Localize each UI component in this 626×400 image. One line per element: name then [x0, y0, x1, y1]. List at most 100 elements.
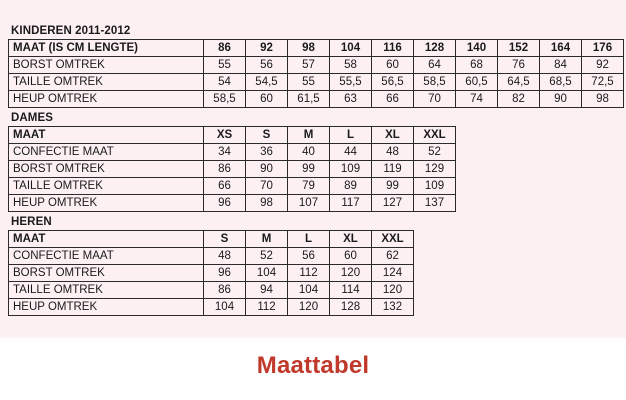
page-title: Maattabel	[256, 352, 370, 379]
table-row: HEUP OMTREK 104 112 120 128 132	[8, 298, 414, 316]
table-cell: 90	[539, 90, 582, 108]
column-header-kinderen: 140	[455, 39, 498, 57]
table-cell: 36	[245, 143, 288, 161]
column-header-dames: XS	[203, 126, 246, 144]
table-cell: 119	[371, 160, 414, 178]
table-row: CONFECTIE MAAT 34 36 40 44 48 52	[8, 143, 456, 161]
table-cell: 34	[203, 143, 246, 161]
table-cell: 55	[287, 73, 330, 91]
table-cell: 60,5	[455, 73, 498, 91]
table-row: TAILLE OMTREK 66 70 79 89 99 109	[8, 177, 456, 195]
table-cell: 86	[203, 281, 246, 299]
table-row: BORST OMTREK 86 90 99 109 119 129	[8, 160, 456, 178]
row-label-dames: TAILLE OMTREK	[8, 177, 204, 195]
table-cell: 104	[287, 281, 330, 299]
table-cell: 127	[371, 194, 414, 212]
table-row: BORST OMTREK 96 104 112 120 124	[8, 264, 414, 282]
table-cell: 128	[329, 298, 372, 316]
table-cell: 60	[245, 90, 288, 108]
section-title-heren: HEREN	[11, 216, 52, 228]
table-cell: 117	[329, 194, 372, 212]
table-cell: 58	[329, 56, 372, 74]
column-header-kinderen: 116	[371, 39, 414, 57]
table-cell: 66	[371, 90, 414, 108]
table-cell: 107	[287, 194, 330, 212]
table-cell: 104	[245, 264, 288, 282]
column-header-dames: XXL	[413, 126, 456, 144]
table-heren: MAAT S M L XL XXL CONFECTIE MAAT 48 52 56 60 62 BORS…	[8, 230, 414, 316]
row-label-dames: CONFECTIE MAAT	[8, 143, 204, 161]
table-cell: 60	[329, 247, 372, 265]
table-cell: 84	[539, 56, 582, 74]
section-title-kinderen: KINDEREN 2011-2012	[11, 25, 131, 37]
table-cell: 79	[287, 177, 330, 195]
table-dames-body: MAAT XS S M L XL XXL CONFECTIE MAAT 34 36 40 44 48 52…	[8, 126, 456, 212]
table-cell: 90	[245, 160, 288, 178]
table-cell: 52	[413, 143, 456, 161]
table-cell: 55,5	[329, 73, 372, 91]
table-cell: 57	[287, 56, 330, 74]
table-cell: 120	[371, 281, 414, 299]
column-header-kinderen: 86	[203, 39, 246, 57]
table-cell: 120	[329, 264, 372, 282]
row-label-kinderen: BORST OMTREK	[8, 56, 204, 74]
table-heren-body: MAAT S M L XL XXL CONFECTIE MAAT 48 52 56 60 62 BORS…	[8, 230, 414, 316]
table-kinderen: MAAT (IS CM LENGTE) 86 92 98 104 116 128 140 152…	[8, 39, 624, 108]
table-cell: 96	[203, 264, 246, 282]
table-cell: 52	[245, 247, 288, 265]
column-header-kinderen: 92	[245, 39, 288, 57]
table-row: TAILLE OMTREK 54 54,5 55 55,5 56,5 58,5 60,5 64,…	[8, 73, 624, 91]
table-header-row-dames: MAAT XS S M L XL XXL	[8, 126, 456, 144]
column-header-dames: L	[329, 126, 372, 144]
column-header-heren: L	[287, 230, 330, 248]
table-cell: 66	[203, 177, 246, 195]
section-kinderen: KINDEREN 2011-2012 MAAT (IS CM LENGTE) 86…	[8, 24, 624, 108]
table-cell: 82	[497, 90, 540, 108]
table-cell: 92	[581, 56, 624, 74]
row-label-heren: TAILLE OMTREK	[8, 281, 204, 299]
section-title-dames: DAMES	[11, 112, 54, 124]
table-cell: 132	[371, 298, 414, 316]
row-label-heren: HEUP OMTREK	[8, 298, 204, 316]
table-kinderen-body: MAAT (IS CM LENGTE) 86 92 98 104 116 128 140 152…	[8, 39, 624, 108]
table-cell: 54	[203, 73, 246, 91]
table-header-row-heren: MAAT S M L XL XXL	[8, 230, 414, 248]
table-cell: 58,5	[413, 73, 456, 91]
column-header-heren: S	[203, 230, 246, 248]
table-header-row-kinderen: MAAT (IS CM LENGTE) 86 92 98 104 116 128 140 152…	[8, 39, 624, 57]
table-cell: 63	[329, 90, 372, 108]
table-cell: 60	[371, 56, 414, 74]
table-cell: 120	[287, 298, 330, 316]
table-cell: 55	[203, 56, 246, 74]
table-cell: 40	[287, 143, 330, 161]
table-cell: 94	[245, 281, 288, 299]
column-header-dames: S	[245, 126, 288, 144]
table-cell: 124	[371, 264, 414, 282]
column-header-heren: XXL	[371, 230, 414, 248]
column-header-heren: M	[245, 230, 288, 248]
section-heren: HEREN MAAT S M L XL XXL CONFECTIE MAAT 48 52 56 60…	[8, 215, 414, 316]
table-cell: 104	[203, 298, 246, 316]
column-header-heren: XL	[329, 230, 372, 248]
table-cell: 99	[287, 160, 330, 178]
table-cell: 44	[329, 143, 372, 161]
column-header-kinderen: 164	[539, 39, 582, 57]
column-header-dames: M	[287, 126, 330, 144]
table-cell: 62	[371, 247, 414, 265]
row-label-heren: BORST OMTREK	[8, 264, 204, 282]
table-cell: 61,5	[287, 90, 330, 108]
column-header-label-dames: MAAT	[8, 126, 204, 144]
row-label-kinderen: TAILLE OMTREK	[8, 73, 204, 91]
table-cell: 56,5	[371, 73, 414, 91]
table-cell: 129	[413, 160, 456, 178]
table-cell: 98	[581, 90, 624, 108]
column-header-kinderen: 152	[497, 39, 540, 57]
table-cell: 74	[455, 90, 498, 108]
column-header-kinderen: 98	[287, 39, 330, 57]
table-cell: 64,5	[497, 73, 540, 91]
table-cell: 109	[329, 160, 372, 178]
table-cell: 70	[245, 177, 288, 195]
column-header-kinderen: 176	[581, 39, 624, 57]
section-dames: DAMES MAAT XS S M L XL XXL CONFECTIE MAAT 34 36 40…	[8, 111, 456, 212]
row-label-heren: CONFECTIE MAAT	[8, 247, 204, 265]
